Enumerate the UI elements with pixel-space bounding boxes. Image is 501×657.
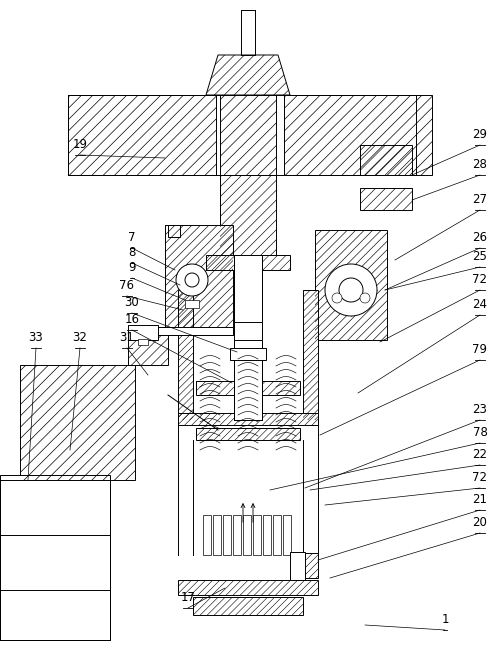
Circle shape xyxy=(185,273,198,287)
Polygon shape xyxy=(284,95,431,175)
Polygon shape xyxy=(165,225,232,335)
Bar xyxy=(233,322,262,340)
Text: 9: 9 xyxy=(128,261,135,274)
Bar xyxy=(168,225,180,237)
Text: 19: 19 xyxy=(72,138,87,151)
Polygon shape xyxy=(195,381,300,395)
Bar xyxy=(202,515,210,555)
Text: 16: 16 xyxy=(124,313,139,326)
Polygon shape xyxy=(68,95,215,175)
Bar xyxy=(242,515,250,555)
Polygon shape xyxy=(300,553,317,578)
Text: 25: 25 xyxy=(471,250,486,263)
Bar xyxy=(0,475,110,640)
Polygon shape xyxy=(178,580,317,595)
Text: 27: 27 xyxy=(471,193,486,206)
Circle shape xyxy=(331,293,341,303)
Text: 23: 23 xyxy=(471,403,486,416)
Circle shape xyxy=(338,278,362,302)
Text: 8: 8 xyxy=(128,246,135,259)
Text: 24: 24 xyxy=(471,298,486,311)
Polygon shape xyxy=(178,413,317,425)
Text: 28: 28 xyxy=(471,158,486,171)
Polygon shape xyxy=(205,55,290,95)
Polygon shape xyxy=(195,428,300,440)
Circle shape xyxy=(176,264,207,296)
Bar xyxy=(229,348,266,360)
Text: 32: 32 xyxy=(73,331,87,344)
Text: 31: 31 xyxy=(119,331,134,344)
Text: 76: 76 xyxy=(119,279,134,292)
Bar xyxy=(253,515,261,555)
Text: 7: 7 xyxy=(128,231,135,244)
Text: 30: 30 xyxy=(124,296,139,309)
Bar xyxy=(138,339,148,345)
Text: 79: 79 xyxy=(471,343,486,356)
Polygon shape xyxy=(205,255,290,270)
Polygon shape xyxy=(178,290,192,420)
Circle shape xyxy=(359,293,369,303)
Text: 72: 72 xyxy=(471,471,486,484)
Bar xyxy=(233,255,262,420)
Bar xyxy=(232,515,240,555)
Bar xyxy=(155,327,232,335)
Bar xyxy=(273,515,281,555)
Text: 33: 33 xyxy=(29,331,43,344)
Text: 78: 78 xyxy=(471,426,486,439)
Bar xyxy=(283,515,291,555)
Text: 29: 29 xyxy=(471,128,486,141)
Polygon shape xyxy=(20,365,135,480)
Bar xyxy=(185,300,198,308)
Polygon shape xyxy=(359,188,411,210)
Bar xyxy=(222,515,230,555)
Text: 1: 1 xyxy=(440,613,448,626)
Polygon shape xyxy=(303,290,317,420)
Polygon shape xyxy=(359,145,411,175)
Text: 20: 20 xyxy=(471,516,486,529)
Bar xyxy=(263,515,271,555)
Polygon shape xyxy=(128,335,168,365)
Text: 17: 17 xyxy=(180,591,195,604)
Polygon shape xyxy=(219,175,276,255)
Bar xyxy=(128,325,158,340)
Bar xyxy=(212,515,220,555)
Polygon shape xyxy=(192,597,303,615)
Polygon shape xyxy=(219,95,276,175)
Text: 26: 26 xyxy=(471,231,486,244)
Circle shape xyxy=(324,264,376,316)
Text: 22: 22 xyxy=(471,448,486,461)
Polygon shape xyxy=(314,230,386,340)
Text: 72: 72 xyxy=(471,273,486,286)
Bar xyxy=(290,552,305,580)
Text: 21: 21 xyxy=(471,493,486,506)
